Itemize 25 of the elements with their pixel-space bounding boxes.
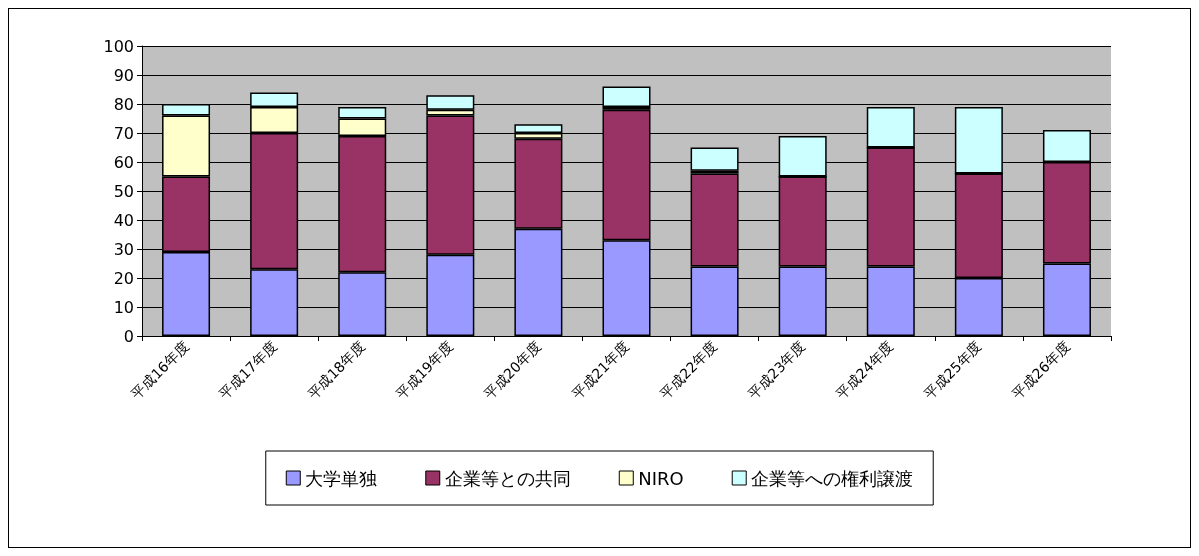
y-tick-label: 0 xyxy=(123,326,134,346)
legend-label: 企業等への権利譲渡 xyxy=(751,467,914,489)
y-tick-label: 60 xyxy=(113,152,134,172)
y-tick-label: 50 xyxy=(113,181,134,201)
y-tick-label: 40 xyxy=(113,210,134,230)
y-tick-label: 10 xyxy=(113,297,134,317)
x-tick-label: 平成21年度 xyxy=(568,338,633,402)
x-tick-label: 平成26年度 xyxy=(1009,338,1073,402)
x-tick-label: 平成19年度 xyxy=(392,338,456,402)
x-tick-label: 平成17年度 xyxy=(216,338,280,402)
legend-label: NIRO xyxy=(638,467,684,489)
y-tick-label: 90 xyxy=(113,65,134,85)
y-tick-label: 80 xyxy=(113,94,134,114)
y-tick-label: 70 xyxy=(113,123,134,143)
x-tick-label: 平成25年度 xyxy=(921,338,985,402)
y-tick-label: 30 xyxy=(113,239,134,259)
y-tick-label: 20 xyxy=(113,268,134,288)
x-tick-label: 平成20年度 xyxy=(480,338,545,402)
x-tick-label: 平成22年度 xyxy=(656,338,721,402)
x-tick-label: 平成24年度 xyxy=(832,338,897,402)
legend-label: 企業等との共同 xyxy=(444,467,571,489)
x-tick-label: 平成18年度 xyxy=(304,338,368,402)
legend-label: 大学単独 xyxy=(305,467,378,489)
y-tick-label: 100 xyxy=(103,36,134,56)
x-tick-label: 平成23年度 xyxy=(744,338,809,402)
